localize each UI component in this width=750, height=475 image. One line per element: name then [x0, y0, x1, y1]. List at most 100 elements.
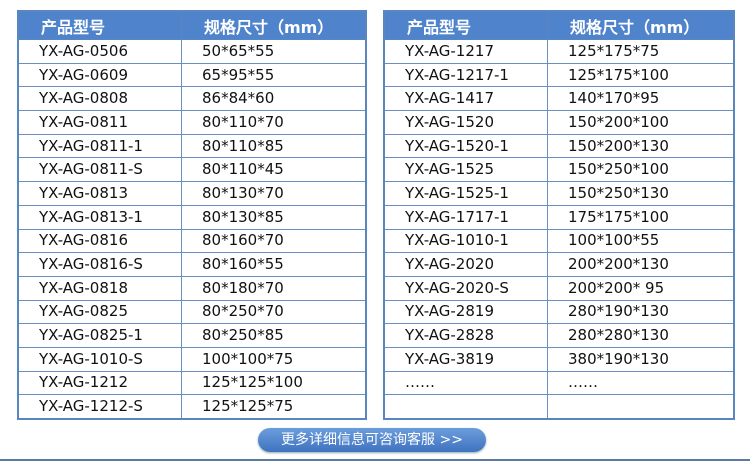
table-row: YX-AG-1217 125*175*75 [383, 39, 735, 64]
size-cell: 280*280*130 [547, 323, 735, 348]
model-cell: YX-AG-0825 [17, 299, 182, 325]
size-cell: 125*175*100 [547, 62, 735, 88]
size-cell: 80*160*55 [181, 252, 367, 277]
table-row: YX-AG-0506 50*65*55 [17, 39, 367, 64]
table-row: YX-AG-0808 86*84*60 [17, 86, 367, 112]
model-cell: YX-AG-0816 [17, 228, 182, 254]
table-header: 产品型号 规格尺寸（mm） [383, 10, 735, 40]
table-row: YX-AG-3819 380*190*130 [383, 346, 735, 372]
table-row: YX-AG-1010-1 100*100*55 [383, 228, 735, 254]
size-cell: 100*100*55 [547, 228, 735, 254]
model-cell: YX-AG-1217-1 [383, 62, 548, 88]
size-cell: 80*110*85 [181, 133, 367, 159]
model-cell: YX-AG-1717-1 [383, 204, 548, 230]
model-cell [383, 394, 548, 420]
more-info-button[interactable]: 更多详细信息可咨询客服 >> [258, 428, 486, 452]
model-cell: YX-AG-1520-1 [383, 133, 548, 159]
model-cell: YX-AG-0609 [17, 62, 182, 88]
table-row: YX-AG-0811-S 80*110*45 [17, 157, 367, 183]
table-row: YX-AG-1010-S 100*100*75 [17, 346, 367, 372]
size-cell: 150*250*100 [547, 157, 735, 183]
header-model: 产品型号 [17, 10, 182, 40]
size-cell [547, 394, 735, 420]
size-cell: 80*110*45 [181, 157, 367, 183]
size-cell: 140*170*95 [547, 86, 735, 112]
table-row: YX-AG-1417 140*170*95 [383, 86, 735, 112]
model-cell: YX-AG-2828 [383, 323, 548, 348]
size-cell: 80*250*70 [181, 299, 367, 325]
model-cell: YX-AG-0811-S [17, 157, 182, 183]
spec-table-left: 产品型号 规格尺寸（mm） YX-AG-0506 50*65*55 YX-AG-06… [17, 10, 367, 420]
size-cell: 175*175*100 [547, 204, 735, 230]
table-row: YX-AG-2020 200*200*130 [383, 252, 735, 277]
size-cell: 100*100*75 [181, 346, 367, 372]
size-cell: 80*250*85 [181, 323, 367, 348]
model-cell: YX-AG-1525 [383, 157, 548, 183]
model-cell: YX-AG-1520 [383, 110, 548, 135]
size-cell: 65*95*55 [181, 62, 367, 88]
table-row: YX-AG-1212 125*125*100 [17, 370, 367, 396]
size-cell: 150*200*100 [547, 110, 735, 135]
model-cell: YX-AG-1525-1 [383, 181, 548, 206]
table-row [383, 394, 735, 420]
table-row: YX-AG-2020-S 200*200* 95 [383, 275, 735, 301]
size-cell: 125*175*75 [547, 39, 735, 64]
model-cell: YX-AG-1217 [383, 39, 548, 64]
table-header: 产品型号 规格尺寸（mm） [17, 10, 367, 40]
model-cell: …… [383, 370, 548, 396]
model-cell: YX-AG-2020-S [383, 275, 548, 301]
table-row: ………… [383, 370, 735, 396]
model-cell: YX-AG-0813-1 [17, 204, 182, 230]
table-row: YX-AG-0813 80*130*70 [17, 181, 367, 206]
size-cell: 80*180*70 [181, 275, 367, 301]
size-cell: 150*250*130 [547, 181, 735, 206]
size-cell: 125*125*100 [181, 370, 367, 396]
size-cell: 200*200*130 [547, 252, 735, 277]
table-row: YX-AG-1525 150*250*100 [383, 157, 735, 183]
size-cell: 80*130*85 [181, 204, 367, 230]
model-cell: YX-AG-0506 [17, 39, 182, 64]
size-cell: 80*160*70 [181, 228, 367, 254]
table-row: YX-AG-1212-S 125*125*75 [17, 394, 367, 420]
table-row: YX-AG-0609 65*95*55 [17, 62, 367, 88]
table-row: YX-AG-2828 280*280*130 [383, 323, 735, 348]
table-row: YX-AG-0811-1 80*110*85 [17, 133, 367, 159]
size-cell: 86*84*60 [181, 86, 367, 112]
spec-table-right: 产品型号 规格尺寸（mm） YX-AG-1217 125*175*75 YX-AG-… [383, 10, 735, 420]
model-cell: YX-AG-3819 [383, 346, 548, 372]
table-row: YX-AG-0813-1 80*130*85 [17, 204, 367, 230]
table-row: YX-AG-0816 80*160*70 [17, 228, 367, 254]
model-cell: YX-AG-1212 [17, 370, 182, 396]
size-cell: 200*200* 95 [547, 275, 735, 301]
model-cell: YX-AG-0818 [17, 275, 182, 301]
table-row: YX-AG-2819 280*190*130 [383, 299, 735, 325]
model-cell: YX-AG-0816-S [17, 252, 182, 277]
size-cell: 125*125*75 [181, 394, 367, 420]
size-cell: …… [547, 370, 735, 396]
model-cell: YX-AG-1417 [383, 86, 548, 112]
size-cell: 80*130*70 [181, 181, 367, 206]
size-cell: 50*65*55 [181, 39, 367, 64]
table-row: YX-AG-1717-1 175*175*100 [383, 204, 735, 230]
size-cell: 280*190*130 [547, 299, 735, 325]
model-cell: YX-AG-0813 [17, 181, 182, 206]
model-cell: YX-AG-0811 [17, 110, 182, 135]
table-row: YX-AG-0825 80*250*70 [17, 299, 367, 325]
table-row: YX-AG-0825-1 80*250*85 [17, 323, 367, 348]
table-row: YX-AG-1520 150*200*100 [383, 110, 735, 135]
model-cell: YX-AG-2020 [383, 252, 548, 277]
header-model: 产品型号 [383, 10, 548, 40]
table-row: YX-AG-0818 80*180*70 [17, 275, 367, 301]
model-cell: YX-AG-1010-1 [383, 228, 548, 254]
table-row: YX-AG-0811 80*110*70 [17, 110, 367, 135]
size-cell: 380*190*130 [547, 346, 735, 372]
size-cell: 150*200*130 [547, 133, 735, 159]
model-cell: YX-AG-1010-S [17, 346, 182, 372]
model-cell: YX-AG-2819 [383, 299, 548, 325]
model-cell: YX-AG-0825-1 [17, 323, 182, 348]
size-cell: 80*110*70 [181, 110, 367, 135]
table-row: YX-AG-1520-1 150*200*130 [383, 133, 735, 159]
table-row: YX-AG-1525-1 150*250*130 [383, 181, 735, 206]
model-cell: YX-AG-0808 [17, 86, 182, 112]
divider [0, 459, 750, 461]
